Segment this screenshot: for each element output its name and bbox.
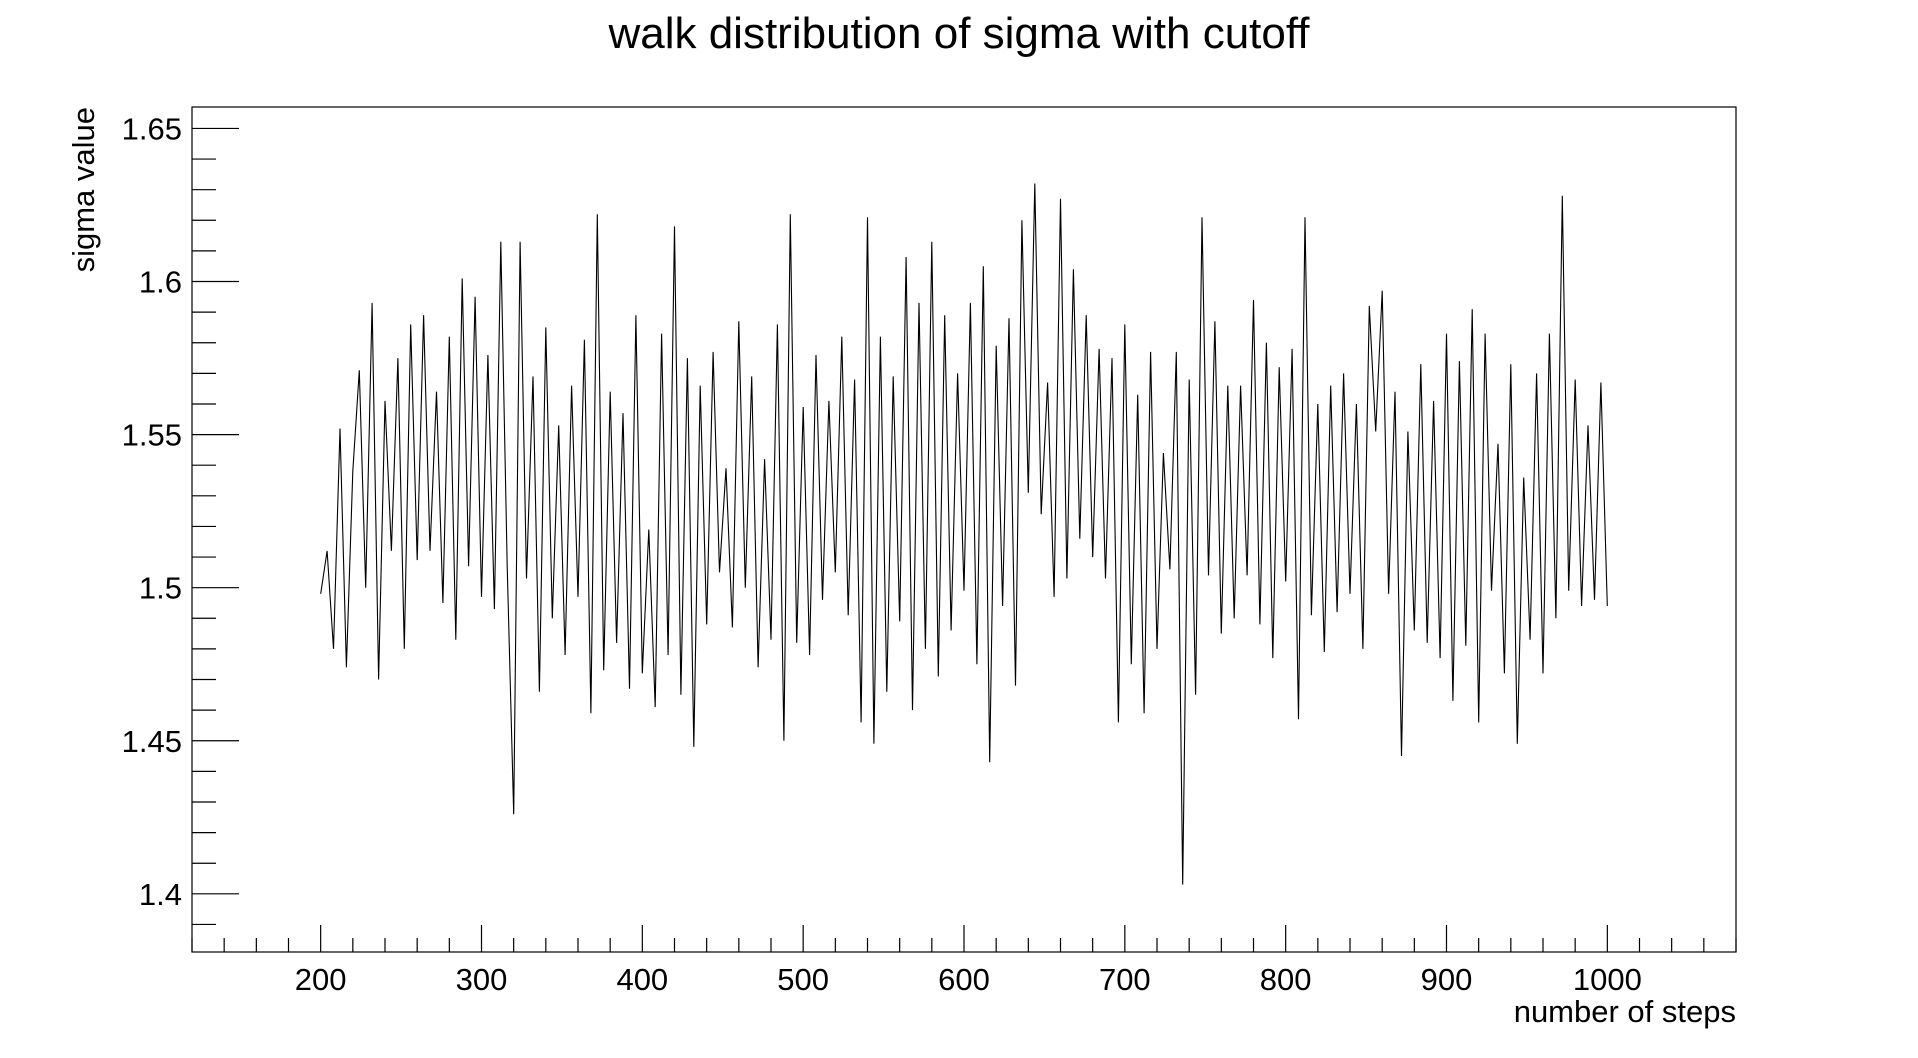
x-tick-label: 900 bbox=[1421, 962, 1473, 997]
x-tick-label: 400 bbox=[616, 962, 668, 997]
x-tick-label: 500 bbox=[777, 962, 829, 997]
x-axis: 200 300 400 500 600 700 800 900 1000 bbox=[191, 925, 1737, 997]
y-tick-label: 1.5 bbox=[139, 571, 182, 606]
x-axis-title: number of steps bbox=[1514, 994, 1736, 1029]
series-group bbox=[320, 183, 1608, 885]
series-line bbox=[320, 183, 1608, 885]
x-tick-label: 1000 bbox=[1573, 962, 1642, 997]
x-tick-label: 200 bbox=[295, 962, 347, 997]
y-axis: 1.4 1.45 1.5 1.55 1.6 1.65 bbox=[122, 111, 239, 926]
x-tick-label: 300 bbox=[456, 962, 508, 997]
y-tick-label: 1.55 bbox=[122, 418, 182, 453]
x-tick-label: 700 bbox=[1099, 962, 1151, 997]
plot-frame bbox=[191, 106, 1737, 953]
y-tick-label: 1.4 bbox=[139, 877, 182, 912]
chart-title: walk distribution of sigma with cutoff bbox=[607, 9, 1310, 58]
y-axis-title: sigma value bbox=[66, 107, 101, 272]
y-tick-label: 1.6 bbox=[139, 265, 182, 300]
x-tick-label: 800 bbox=[1260, 962, 1312, 997]
x-tick-label: 600 bbox=[938, 962, 990, 997]
y-tick-label: 1.45 bbox=[122, 724, 182, 759]
y-tick-label: 1.65 bbox=[122, 111, 182, 146]
